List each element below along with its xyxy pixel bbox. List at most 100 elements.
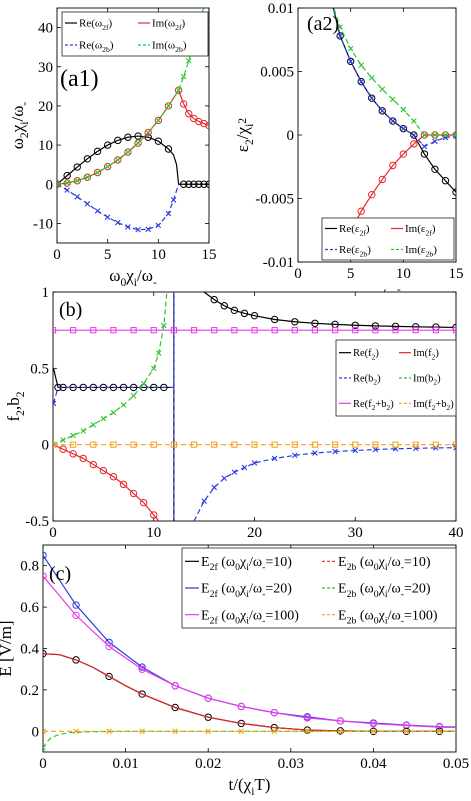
data-point-b-4 [412,445,419,452]
data-point-a2-1 [389,161,397,170]
series-line-b-5 [53,292,168,446]
series-line-b-2 [53,444,160,521]
data-point-b-7 [392,441,399,448]
data-point-a1-0 [205,180,209,188]
x-tick-label-c: 0.02 [195,756,221,772]
x-tick-label-a1: 0 [53,247,61,263]
data-point-a1-3 [104,163,111,170]
y-tick-label-a1: 20 [38,99,53,115]
data-point-a2-3 [442,132,449,138]
legend-entry-b-0: Re(f2) [353,348,379,361]
series-line-b-4 [193,447,456,521]
data-point-b-1 [210,295,218,304]
legend-entry-b-4: Re(f2+b2) [353,399,394,412]
data-point-a2-1 [378,175,386,184]
data-point-c-1 [204,694,212,702]
legend-entry-b-3: Im(b2) [413,373,441,386]
x-tick-label-a2: 5 [347,266,355,282]
data-point-a1-1 [164,102,173,110]
data-point-a1-3 [180,73,187,80]
x-tick-label-c: 0.01 [112,756,138,772]
data-point-a1-1 [200,119,208,128]
data-point-b-7 [150,441,157,448]
x-axis-label-c: t/(χiT) [229,775,271,798]
data-point-a2-3 [347,45,354,52]
legend-entry-b-2: Re(b2) [353,373,381,386]
data-point-a1-0 [83,155,92,163]
data-point-a1-0 [73,163,81,171]
data-point-a1-2 [94,208,101,214]
data-point-b-0 [79,383,87,392]
data-point-c-1 [237,702,245,711]
data-point-a1-1 [179,100,188,108]
legend-entry-c-1: E2b (ω0χi/ω-=10) [338,555,431,573]
y-tick-label-c: 0.4 [20,642,39,658]
data-point-a1-3 [165,103,172,109]
plot-area-a1 [57,8,209,233]
panel-label-a2: (a2) [307,13,339,35]
x-tick-label-c: 0 [39,756,47,772]
data-point-b-1 [371,322,380,330]
y-tick-label-b: -0.5 [25,514,49,530]
data-point-a1-1 [73,177,81,185]
panel-label-c: (c) [49,563,71,585]
data-point-c-5 [205,728,211,735]
data-point-a1-3 [185,58,192,64]
data-point-b-6 [170,327,178,334]
series-line-b-3 [53,292,175,521]
data-point-b-5 [70,432,76,439]
data-point-a2-0 [431,165,439,173]
data-point-c-1 [72,611,80,620]
legend-entry-b-1: Im(f2) [413,348,439,361]
data-point-b-2 [129,489,138,498]
data-point-c-1 [43,572,47,580]
y-tick-label-c: 0.2 [20,683,39,699]
data-point-a1-1 [154,116,163,125]
data-point-c-5 [436,728,443,735]
data-point-b-7 [432,441,439,448]
data-point-b-1 [311,319,319,327]
data-point-b-7 [311,441,319,448]
x-tick-label-b: 0 [49,525,57,541]
data-point-b-1 [230,306,239,315]
data-point-b-5 [161,322,167,329]
x-tick-label-a2: 0 [294,266,302,282]
data-point-a1-3 [94,169,101,176]
data-point-c-2 [171,703,179,712]
y-tick-label-a1: 10 [38,138,53,154]
data-point-b-7 [90,441,97,448]
data-point-a1-1 [185,110,193,118]
data-point-a2-1 [410,140,418,148]
y-tick-label-a1: 40 [38,21,53,37]
data-point-c-1 [369,719,378,728]
legend-entry-c-4: E2f (ω0χi/ω-=100) [201,608,299,626]
data-point-a1-3 [64,180,70,186]
data-point-c-4 [43,745,46,751]
data-point-a1-2 [104,214,111,220]
data-point-a1-0 [103,141,112,149]
data-point-a1-0 [179,180,188,188]
x-tick-label-b: 40 [449,525,464,541]
data-point-a1-3 [155,117,162,124]
plot-area-c [43,551,456,751]
data-point-b-6 [372,327,379,334]
data-point-a2-2 [358,78,364,85]
data-point-a1-0 [185,180,193,188]
data-point-a2-2 [347,58,354,65]
data-point-b-5 [60,437,66,443]
data-point-b-5 [100,415,107,422]
data-point-b-7 [412,441,419,448]
data-point-b-6 [311,327,319,334]
data-point-c-2 [138,690,146,698]
data-point-b-4 [241,464,248,471]
data-point-c-0 [43,551,47,560]
y-axis-label-c: E [V/m] [0,620,15,676]
data-point-a1-1 [144,128,152,137]
data-point-b-2 [109,473,118,481]
series-line-b-1 [203,292,456,329]
data-point-b-0 [119,383,128,392]
panel-b: 010203040-0.500.51ω0χi/ω-f2,b2(b)Re(f2)I… [4,285,464,567]
data-point-c-1 [402,721,411,730]
data-point-b-1 [391,322,400,331]
panel-label-b: (b) [59,299,82,321]
